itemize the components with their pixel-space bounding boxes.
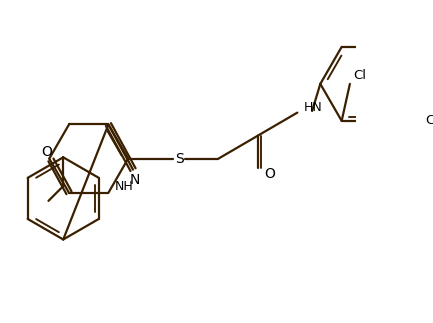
Text: O: O bbox=[42, 145, 52, 159]
Text: N: N bbox=[129, 172, 140, 186]
Text: NH: NH bbox=[115, 180, 134, 193]
Text: Cl: Cl bbox=[353, 69, 366, 82]
Text: O: O bbox=[264, 167, 275, 181]
Text: Cl: Cl bbox=[426, 114, 433, 127]
Text: S: S bbox=[175, 151, 184, 166]
Text: HN: HN bbox=[304, 101, 323, 114]
